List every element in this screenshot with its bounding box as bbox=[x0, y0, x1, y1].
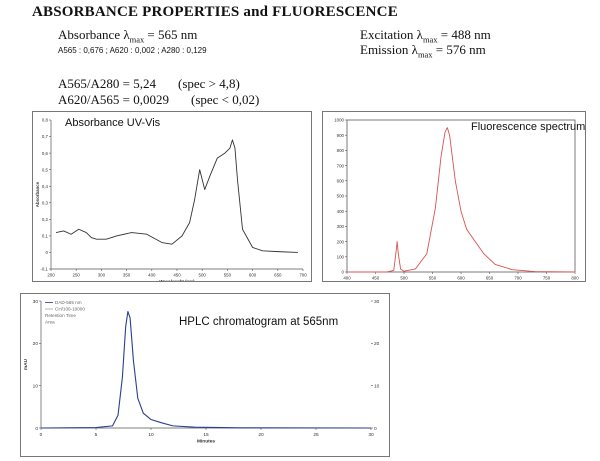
y-tick-label: 0,4 bbox=[42, 184, 49, 189]
x-tick-label: 450 bbox=[372, 275, 380, 280]
x-tick-label: 550 bbox=[429, 275, 437, 280]
fluorescence-chart-panel: Fluorescence spectrum 400 450 500 550 600 650… bbox=[322, 111, 586, 282]
y-tick-label: 0,3 bbox=[42, 200, 49, 205]
y-tick-label: 1000 bbox=[334, 118, 344, 123]
y-tick-label: 10 bbox=[33, 384, 39, 390]
hplc-chart-title: HPLC chromatogram at 565nm bbox=[179, 316, 339, 328]
y-tick-label: 0 bbox=[46, 250, 49, 255]
page-title: ABSORBANCE PROPERTIES and FLUORESCENCE bbox=[32, 4, 398, 20]
series-line bbox=[55, 139, 298, 253]
y-axis-label: Absorbance bbox=[35, 181, 40, 207]
x-tick-label: 400 bbox=[148, 272, 156, 277]
x-tick-label: 350 bbox=[123, 272, 131, 277]
y-tick-label: 0,8 bbox=[42, 118, 49, 123]
x-tick-label: 700 bbox=[299, 272, 307, 277]
y-tick-label: 0,6 bbox=[42, 151, 49, 156]
legend-entry: Area bbox=[45, 320, 55, 325]
series-line bbox=[347, 127, 576, 273]
x-axis-label: Wavelenght (nm) bbox=[159, 279, 195, 281]
y-tick-label: 0,2 bbox=[42, 217, 49, 222]
x-tick-label: 550 bbox=[224, 272, 232, 277]
x-tick-label: 300 bbox=[98, 272, 106, 277]
y-tick-label: 600 bbox=[337, 178, 345, 183]
plot-frame bbox=[346, 119, 576, 273]
x-tick-label: 400 bbox=[343, 275, 351, 280]
y-tick-label: 0,7 bbox=[42, 134, 49, 139]
absorbance-chart-title: Absorbance UV-Vis bbox=[65, 117, 161, 129]
y-tick-label: 20 bbox=[33, 341, 39, 347]
x-tick-label: 30 bbox=[368, 432, 374, 438]
y-tick-label: -0,1 bbox=[40, 267, 48, 272]
x-tick-label: 15 bbox=[203, 432, 209, 438]
legend-entry: Retention Time bbox=[45, 313, 76, 318]
x-tick-label: 650 bbox=[486, 275, 494, 280]
y-tick-label-right: 10 bbox=[374, 384, 380, 390]
absorbance-values: A565 : 0,676 ; A620 : 0,002 ; A280 : 0,1… bbox=[58, 46, 207, 55]
y-tick-label: 30 bbox=[33, 299, 39, 305]
x-axis-label: Minutes bbox=[197, 439, 215, 445]
y-axis-label: mAU bbox=[23, 358, 29, 370]
ratio-a620-a565: A620/A565 = 0,0029 (spec < 0,02) bbox=[58, 92, 260, 107]
x-tick-label: 200 bbox=[47, 272, 55, 277]
x-tick-label: 700 bbox=[514, 275, 522, 280]
legend-entry: DAD-565 nm bbox=[55, 300, 82, 305]
x-tick-label: 500 bbox=[199, 272, 207, 277]
legend-entry: CH/100-10000 bbox=[55, 307, 85, 312]
x-tick-label: 500 bbox=[400, 275, 408, 280]
emission-max: Emission λmax = 576 nm bbox=[360, 42, 486, 60]
x-tick-label: 20 bbox=[258, 432, 264, 438]
absorbance-max: Absorbance λmax = 565 nm bbox=[58, 27, 198, 45]
x-tick-label: 450 bbox=[173, 272, 181, 277]
y-tick-label: 0 bbox=[342, 270, 345, 275]
x-tick-label: 650 bbox=[274, 272, 282, 277]
x-tick-label: 600 bbox=[249, 272, 257, 277]
y-tick-label-right: 0 bbox=[374, 426, 377, 432]
x-tick-label: 750 bbox=[543, 275, 551, 280]
excitation-max: Excitation λmax = 488 nm bbox=[360, 27, 491, 45]
y-tick-label: 500 bbox=[337, 194, 345, 199]
x-tick-label: 5 bbox=[95, 432, 98, 438]
y-tick-label: 100 bbox=[337, 254, 345, 259]
y-tick-label: 900 bbox=[337, 133, 345, 138]
absorbance-chart: 200 250 300 350 400 450 500 550 600 650 700 -0,1 0 0,… bbox=[35, 118, 307, 284]
x-tick-label: 0 bbox=[40, 432, 43, 438]
y-tick-label: 200 bbox=[337, 239, 345, 244]
y-tick-label: 700 bbox=[337, 163, 345, 168]
x-tick-label: 10 bbox=[148, 432, 154, 438]
y-tick-label: 400 bbox=[337, 209, 345, 214]
x-tick-label: 25 bbox=[313, 432, 319, 438]
hplc-chart-panel: HPLC chromatogram at 565nm 0 5 10 15 20 25 30 0… bbox=[20, 293, 390, 457]
y-tick-label: 300 bbox=[337, 224, 345, 229]
y-tick-label: 0,5 bbox=[42, 167, 49, 172]
series-line bbox=[40, 311, 372, 429]
ratio-a565-a280: A565/A280 = 5,24 (spec > 4,8) bbox=[58, 76, 240, 91]
x-tick-label: 250 bbox=[73, 272, 81, 277]
fluorescence-chart-title: Fluorescence spectrum bbox=[471, 121, 586, 133]
y-tick-label: 800 bbox=[337, 148, 345, 153]
y-tick-label-right: 20 bbox=[374, 341, 380, 347]
absorbance-chart-panel: Absorbance UV-Vis 200 250 300 350 400 450 500 5… bbox=[32, 111, 312, 284]
x-tick-label: 800 bbox=[571, 275, 579, 280]
y-tick-label: 0 bbox=[35, 426, 38, 432]
x-tick-label: 600 bbox=[457, 275, 465, 280]
fluorescence-chart: 400 450 500 550 600 650 700 750 800 0 100 200 300 400… bbox=[334, 118, 579, 281]
y-tick-label-right: 30 bbox=[374, 299, 380, 305]
y-tick-label: 0,1 bbox=[42, 234, 49, 239]
